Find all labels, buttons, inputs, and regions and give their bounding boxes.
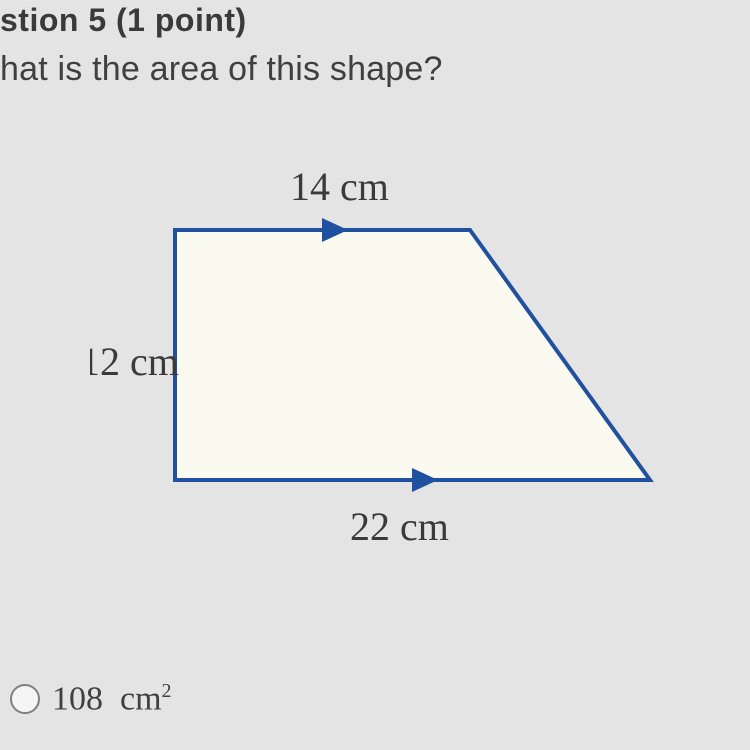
answer-value: 108 [52,680,103,717]
left-dimension-label: 12 cm [90,339,179,384]
answer-exponent: 2 [162,680,172,702]
trapezoid-diagram: 14 cm 12 cm 22 cm [90,150,670,590]
trapezoid-shape [175,230,650,480]
top-dimension-label: 14 cm [290,164,389,209]
bottom-dimension-label: 22 cm [350,504,449,549]
radio-icon[interactable] [10,684,40,714]
question-header-fragment: stion 5 (1 point) [0,0,247,39]
answer-option-108[interactable]: 108 cm2 [10,680,172,718]
question-prompt: hat is the area of this shape? [0,50,443,89]
answer-text: 108 cm2 [52,680,172,718]
answer-unit: cm [120,680,162,717]
shape-svg: 14 cm 12 cm 22 cm [90,150,670,590]
